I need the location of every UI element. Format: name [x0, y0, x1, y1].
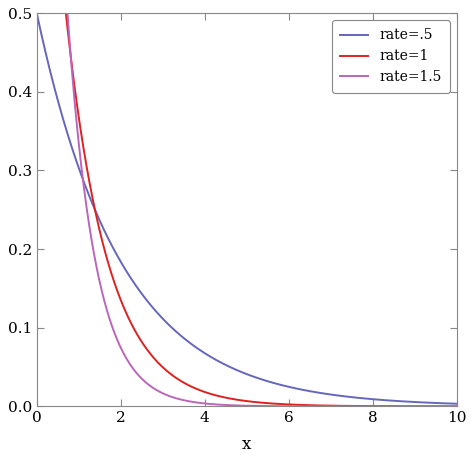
rate=1.5 [365, 404, 370, 409]
rate=.5 [442, 401, 447, 406]
rate=.5 [34, 11, 40, 16]
rate=1.5 [454, 404, 459, 409]
Line: rate=1.5: rate=1.5 [37, 0, 456, 407]
rate=.5 [454, 401, 459, 407]
rate=.5 [365, 396, 370, 402]
rate=1 [442, 403, 447, 409]
rate=1.5 [238, 403, 244, 408]
rate=1 [238, 397, 244, 403]
Line: rate=1: rate=1 [37, 0, 456, 406]
rate=.5 [441, 401, 447, 406]
rate=1 [365, 403, 370, 409]
rate=1.5 [442, 404, 447, 409]
rate=1 [454, 403, 459, 409]
rate=.5 [55, 99, 61, 105]
rate=.5 [238, 369, 244, 375]
rate=1.5 [441, 404, 447, 409]
Line: rate=.5: rate=.5 [37, 13, 456, 404]
rate=.5 [227, 364, 233, 370]
rate=1.5 [227, 402, 233, 408]
Legend: rate=.5, rate=1, rate=1.5: rate=.5, rate=1, rate=1.5 [332, 20, 450, 93]
rate=1 [227, 396, 233, 401]
X-axis label: x: x [242, 437, 251, 453]
rate=1 [441, 403, 447, 409]
